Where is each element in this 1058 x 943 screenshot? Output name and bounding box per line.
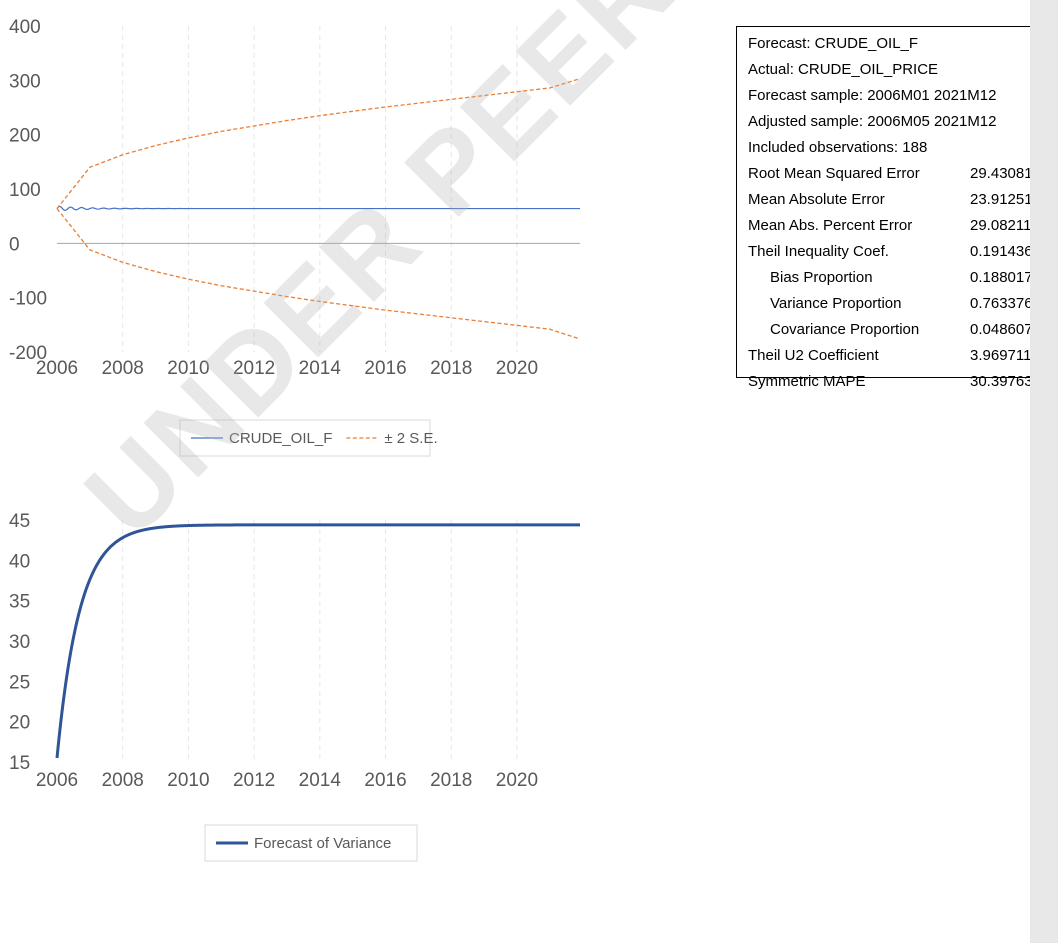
stats-header-line: Adjusted sample: 2006M05 2021M12 [748, 113, 997, 130]
stats-row: Theil U2 Coefficient 3.969711 [748, 343, 1058, 369]
x-tick-label: 2006 [36, 358, 78, 379]
series-se-band-lower [56, 208, 581, 340]
y-tick-label: 300 [9, 71, 41, 92]
side-margin-bar [1030, 0, 1058, 943]
x-tick-label: 2010 [167, 358, 209, 379]
x-tick-label: 2008 [102, 770, 144, 791]
stats-row-label: Theil Inequality Coef. [748, 243, 889, 260]
y-tick-label: 25 [9, 672, 30, 693]
x-tick-label: 2014 [299, 770, 342, 791]
stats-row: Covariance Proportion 0.048607 [748, 317, 1058, 343]
forecast-statistics-box: Forecast: CRUDE_OIL_F Actual: CRUDE_OIL_P… [736, 26, 1058, 390]
stats-row-label: Mean Absolute Error [748, 191, 885, 208]
stats-header-line: Included observations: 188 [748, 139, 928, 156]
stats-row-label: Bias Proportion [770, 269, 873, 286]
y-tick-label: 15 [9, 753, 30, 774]
legend-label: CRUDE_OIL_F [229, 430, 332, 447]
x-tick-label: 2008 [102, 358, 144, 379]
stats-row-label: Root Mean Squared Error [748, 165, 920, 182]
stats-row: Mean Absolute Error 23.91251 [748, 187, 1058, 213]
chart-2: 45 40 35 30 25 20 15 2006 2008 2010 2012 2014 2016 20… [9, 511, 580, 862]
stats-row-value: 29.08211 [970, 217, 1032, 234]
stats-header-line: Actual: CRUDE_OIL_PRICE [748, 61, 939, 78]
y-tick-label: 30 [9, 632, 30, 653]
stats-row-value: 23.91251 [970, 191, 1033, 208]
x-tick-label: 2018 [430, 358, 472, 379]
legend-label: Forecast of Variance [254, 835, 391, 852]
legend-label: ± 2 S.E. [384, 430, 437, 447]
y-tick-label: 45 [9, 511, 30, 532]
x-tick-label: 2020 [496, 358, 538, 379]
stats-row-value: 0.048607 [970, 321, 1033, 338]
stats-row-value: 29.43081 [970, 165, 1033, 182]
stats-header-line: Forecast: CRUDE_OIL_F [748, 35, 919, 52]
stats-row-value: 0.763376 [970, 295, 1033, 312]
y-tick-label: -200 [9, 343, 47, 364]
stats-row-label: Mean Abs. Percent Error [748, 217, 913, 234]
x-tick-label: 2010 [167, 770, 209, 791]
stats-row: Symmetric MAPE 30.39763 [748, 369, 1058, 395]
x-tick-label: 2012 [233, 358, 275, 379]
x-tick-label: 2016 [364, 770, 406, 791]
y-tick-label: 0 [9, 234, 20, 255]
x-tick-label: 2016 [364, 358, 406, 379]
series-line-forecast-variance [55, 523, 580, 759]
y-tick-label: 20 [9, 713, 30, 734]
series-se-band-upper [56, 78, 581, 209]
series-line-crude-oil-f [56, 205, 580, 212]
x-tick-label: 2020 [496, 770, 538, 791]
stats-row: Root Mean Squared Error 29.43081 [748, 161, 1058, 187]
stats-row: Variance Proportion 0.763376 [748, 291, 1058, 317]
stats-row-label: Covariance Proportion [770, 321, 920, 338]
stats-row-label: Theil U2 Coefficient [748, 347, 879, 364]
stats-header-line: Forecast sample: 2006M01 2021M12 [748, 87, 997, 104]
y-tick-label: -100 [9, 289, 47, 310]
y-tick-label: 400 [9, 17, 41, 38]
stats-row-value: 30.39763 [970, 373, 1033, 390]
x-tick-label: 2014 [299, 358, 342, 379]
stats-row: Mean Abs. Percent Error 29.08211 [748, 213, 1058, 239]
x-tick-label: 2012 [233, 770, 275, 791]
x-tick-label: 2006 [36, 770, 78, 791]
stats-row-label: Symmetric MAPE [748, 373, 866, 390]
y-tick-label: 35 [9, 592, 30, 613]
stats-row-value: 0.191436 [970, 243, 1033, 260]
stats-row: Bias Proportion 0.188017 [748, 265, 1058, 291]
y-tick-label: 200 [9, 126, 41, 147]
stats-row-label: Variance Proportion [770, 295, 902, 312]
y-tick-label: 100 [9, 180, 41, 201]
stats-row: Theil Inequality Coef. 0.191436 [748, 239, 1058, 265]
y-tick-label: 40 [9, 551, 30, 572]
stats-row-value: 3.969711 [970, 347, 1032, 364]
stats-row-value: 0.188017 [970, 269, 1033, 286]
x-tick-label: 2018 [430, 770, 472, 791]
